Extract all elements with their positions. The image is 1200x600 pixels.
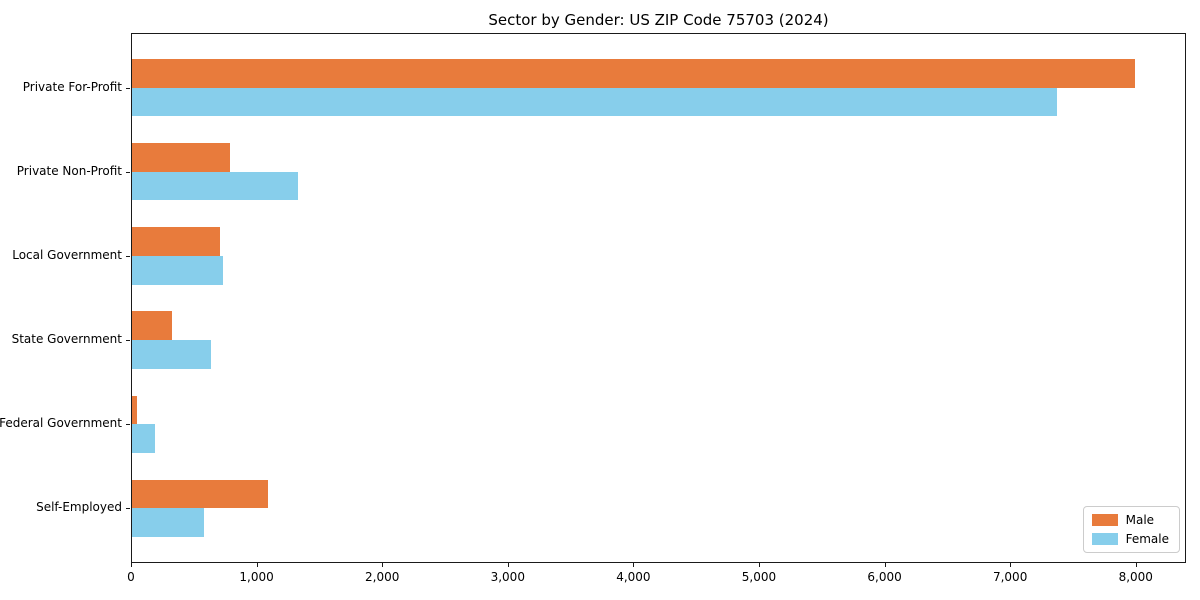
y-tick-label: Local Government [12,247,122,262]
x-tick-label: 1,000 [239,570,274,584]
x-tick-mark [131,563,132,567]
x-tick-label: 6,000 [867,570,902,584]
bar-female-0 [132,87,1057,117]
bar-female-3 [132,340,212,369]
x-tick-mark [758,563,760,567]
legend-label: Female [1125,532,1169,546]
x-tick-label: 3,000 [490,570,525,584]
plot-area [131,33,1186,563]
legend-item-male: Male [1091,513,1169,527]
x-tick-label: 2,000 [365,570,400,584]
x-tick-mark [1135,563,1137,567]
x-tick-mark [256,563,258,567]
y-tick-mark [126,88,130,89]
y-tick-mark [126,508,130,509]
y-tick-label: Self-Employed [36,500,122,515]
x-tick-mark [1010,563,1012,567]
legend-label: Male [1125,513,1155,527]
x-tick-label: 4,000 [616,570,651,584]
x-tick-label: 8,000 [1118,570,1153,584]
x-tick-label: 0 [127,570,135,584]
bar-male-4 [132,395,137,425]
bar-male-0 [132,59,1135,88]
legend: Male Female [1082,506,1180,553]
y-tick-label: Private For-Profit [22,79,122,94]
x-tick-mark [633,563,635,567]
chart-title: Sector by Gender: US ZIP Code 75703 (202… [488,11,829,29]
bar-male-5 [132,479,268,509]
x-tick-label: 5,000 [741,570,777,584]
legend-item-female: Female [1091,532,1169,546]
y-tick-label: State Government [11,332,122,347]
y-tick-label: Private Non-Profit [16,163,122,178]
legend-swatch-female [1091,533,1118,545]
legend-swatch-male [1091,514,1118,526]
y-tick-label: Federal Government [0,416,122,431]
y-tick-mark [126,424,130,425]
y-tick-mark [126,340,130,341]
bar-female-1 [132,171,299,201]
bar-male-1 [132,143,231,172]
y-tick-mark [126,256,130,257]
bar-female-2 [132,255,223,285]
x-tick-label: 7,000 [992,570,1028,584]
x-tick-mark [507,563,509,567]
bar-male-2 [132,227,221,256]
bar-female-4 [132,424,155,453]
x-tick-mark [884,563,886,567]
y-tick-mark [126,172,130,173]
x-tick-mark [382,563,384,567]
bar-male-3 [132,311,173,341]
bar-female-5 [132,508,204,537]
